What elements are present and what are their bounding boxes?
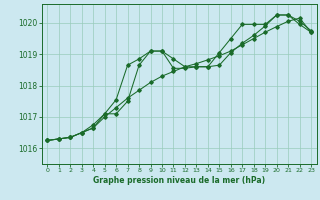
X-axis label: Graphe pression niveau de la mer (hPa): Graphe pression niveau de la mer (hPa) bbox=[93, 176, 265, 185]
